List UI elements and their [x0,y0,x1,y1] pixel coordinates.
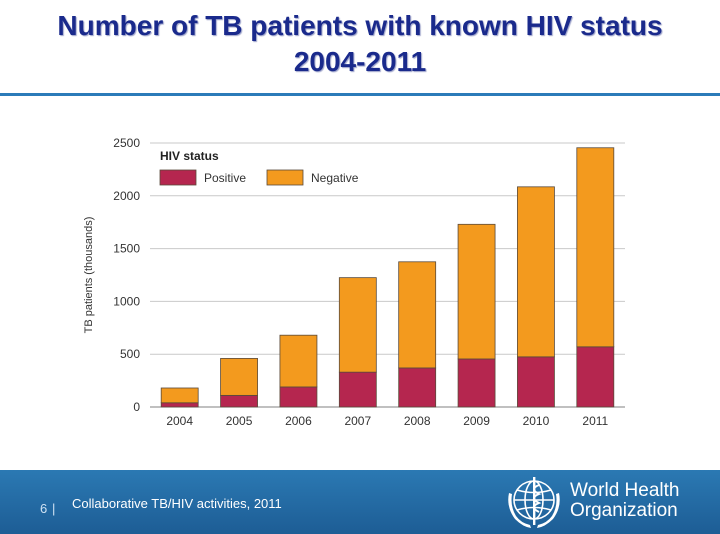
x-tick-label: 2009 [463,414,490,428]
x-tick-label: 2007 [344,414,371,428]
bar-negative-2011 [576,147,615,348]
legend-swatch-positive [159,169,197,186]
title-line-1: Number of TB patients with known HIV sta… [57,10,663,41]
bar-positive-2010 [517,356,555,408]
bar-negative-2008 [398,261,437,369]
bar-positive-2009 [457,358,496,408]
footer-text: Collaborative TB/HIV activities, 2011 [72,496,282,511]
bar-positive-2005 [220,394,258,408]
title-line-2: 2004-2011 [293,46,427,77]
x-tick-label: 2005 [226,414,253,428]
bar-positive-2007 [338,371,377,408]
stacked-bar-chart: 0 500 1000 1500 2000 2500 TB patients (thousan… [83,136,625,428]
bar-negative-2007 [338,277,377,373]
chart-container: 0 500 1000 1500 2000 2500 TB patients (thousan… [70,125,640,445]
footer-bar: 6 | Collaborative TB/HIV activities, 201… [0,470,720,534]
y-tick-label: 1000 [113,294,140,308]
x-tick-label: 2011 [582,414,608,428]
bar-negative-2009 [457,223,496,360]
org-name-line-1: World Health [570,480,680,501]
y-tick-label: 2500 [113,136,140,150]
x-tick-label: 2010 [523,414,550,428]
slide-title: Number of TB patients with known HIV sta… [0,8,720,80]
y-tick-label: 500 [120,347,140,361]
org-name-line-2: Organization [570,500,678,521]
x-tick-label: 2008 [404,414,431,428]
bar-positive-2006 [279,386,318,408]
legend-label-positive: Positive [204,171,246,185]
bar-positive-2004 [160,402,199,408]
who-emblem-icon [508,477,560,528]
x-tick-label: 2006 [285,414,312,428]
bar-negative-2006 [279,334,318,388]
y-tick-label: 0 [133,400,140,414]
who-wordmark: World Health Organization [570,481,679,521]
legend-label-negative: Negative [311,171,359,185]
y-tick-label: 1500 [113,242,140,256]
title-divider [0,93,720,96]
y-tick-label: 2000 [113,189,140,203]
bar-negative-2005 [220,358,258,396]
x-tick-label: 2004 [166,414,193,428]
bar-negative-2004 [160,387,199,404]
page-separator: | [52,501,56,516]
bar-negative-2010 [517,186,555,358]
legend-title: HIV status [160,149,219,163]
bar-positive-2011 [576,346,615,408]
bar-positive-2008 [398,367,437,408]
y-axis-title: TB patients (thousands) [83,217,95,334]
page-number: 6 [40,501,48,516]
legend-swatch-negative [266,169,304,186]
